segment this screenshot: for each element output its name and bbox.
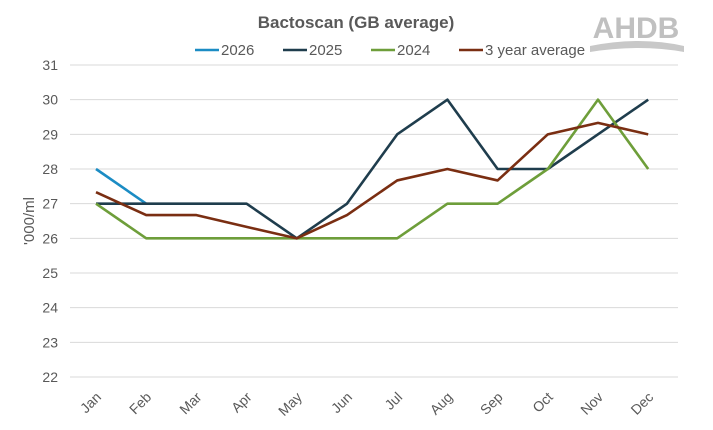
x-tick-label: May	[275, 389, 305, 419]
legend-label: 3 year average	[485, 42, 585, 59]
y-tick-label: 24	[42, 300, 58, 316]
x-tick-label: Mar	[176, 389, 205, 418]
x-tick-label: Apr	[228, 389, 255, 416]
y-tick-label: 26	[42, 230, 58, 246]
y-tick-label: 22	[42, 369, 58, 385]
x-tick-label: Aug	[427, 389, 456, 418]
legend-item: 3 year average	[459, 42, 585, 59]
x-tick-label: Jul	[381, 389, 405, 413]
y-tick-label: 27	[42, 196, 58, 212]
legend-label: 2025	[309, 42, 342, 59]
legend-item: 2025	[283, 42, 342, 59]
series-line-2024	[95, 98, 650, 240]
legend: 2026 2025 2024 3 year average	[195, 42, 585, 59]
series-line-2026	[95, 167, 147, 205]
logo-text: AHDB	[593, 12, 680, 45]
series-line-3-year-average	[95, 121, 649, 240]
y-tick-label: 25	[42, 265, 58, 281]
legend-label: 2024	[397, 42, 430, 59]
y-axis-label: '000/ml	[21, 197, 38, 245]
chart-title: Bactoscan (GB average)	[258, 13, 455, 32]
x-tick-label: Oct	[529, 389, 556, 416]
x-tick-label: Dec	[627, 389, 656, 418]
logo-swoosh	[590, 41, 684, 52]
gridlines	[70, 64, 678, 378]
y-tick-label: 23	[42, 334, 58, 350]
legend-item: 2026	[195, 42, 254, 59]
x-tick-label: Feb	[126, 389, 155, 418]
x-tick-label: Nov	[577, 389, 606, 418]
x-tick-label: Jan	[77, 389, 104, 416]
x-tick-label: Sep	[477, 389, 506, 418]
x-axis: Jan Feb Mar Apr May Jun Jul Aug Sep Oct Nov Dec	[77, 389, 656, 419]
legend-item: 2024	[371, 42, 430, 59]
y-tick-label: 29	[42, 126, 58, 142]
y-tick-label: 31	[42, 57, 58, 73]
y-tick-label: 30	[42, 92, 58, 108]
series-lines	[95, 98, 650, 240]
x-tick-label: Jun	[328, 389, 355, 416]
y-tick-label: 28	[42, 161, 58, 177]
y-axis: 22 23 24 25 26 27 28 29 30 31	[42, 57, 58, 385]
series-line-2025	[96, 98, 649, 240]
legend-label: 2026	[221, 42, 254, 59]
ahdb-logo: AHDB	[590, 12, 684, 52]
